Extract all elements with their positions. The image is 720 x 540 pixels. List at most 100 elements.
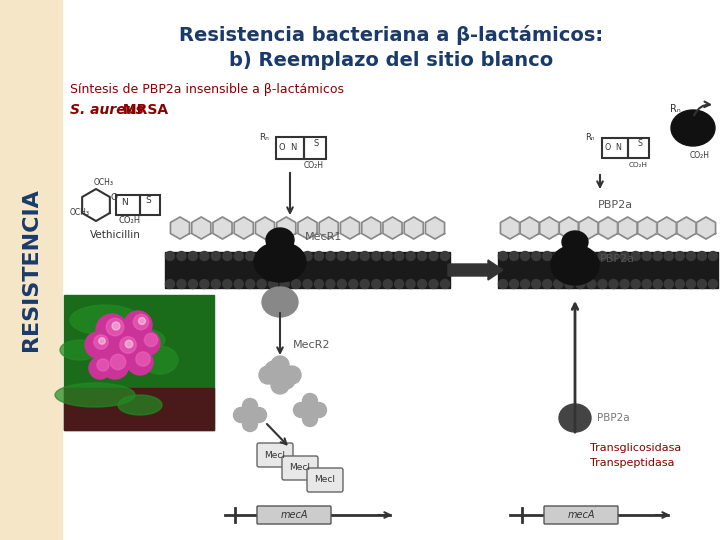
Circle shape [642,280,651,288]
Polygon shape [677,217,696,239]
Text: O: O [279,143,285,152]
Circle shape [89,357,111,379]
Circle shape [243,399,258,414]
Text: OCH₃: OCH₃ [70,208,90,217]
Text: S: S [313,139,319,148]
Circle shape [372,252,381,260]
Ellipse shape [551,245,599,285]
Circle shape [234,252,243,260]
Text: MecI: MecI [264,450,286,460]
Circle shape [521,252,530,260]
Polygon shape [520,217,539,239]
Circle shape [620,280,629,288]
Text: Rₙ: Rₙ [259,133,269,142]
Circle shape [97,359,109,371]
Circle shape [133,314,149,330]
Circle shape [675,280,684,288]
Circle shape [609,252,618,260]
Text: mecA: mecA [567,510,595,520]
Bar [0,0,62,540]
Polygon shape [500,217,520,239]
FancyArrow shape [448,260,503,280]
Circle shape [189,252,197,260]
Circle shape [166,252,174,260]
Circle shape [222,280,232,288]
Circle shape [543,280,552,288]
Polygon shape [234,217,253,239]
Circle shape [259,366,277,384]
Circle shape [294,402,308,417]
Polygon shape [383,217,402,239]
Text: N: N [121,198,127,207]
Circle shape [271,376,289,394]
Circle shape [110,354,126,370]
Polygon shape [638,217,657,239]
Text: Transpeptidasa: Transpeptidasa [590,458,675,468]
Polygon shape [319,217,338,239]
Circle shape [246,280,255,288]
Circle shape [418,280,426,288]
Circle shape [395,252,404,260]
Circle shape [222,252,232,260]
FancyBboxPatch shape [257,506,331,524]
Bar [140,195,160,215]
Circle shape [338,252,346,260]
Circle shape [395,280,404,288]
Bar [64,388,214,430]
Text: O: O [604,143,611,152]
Polygon shape [540,217,559,239]
Circle shape [554,280,563,288]
Circle shape [642,252,651,260]
Circle shape [620,252,629,260]
Circle shape [686,280,696,288]
Circle shape [233,408,248,422]
Circle shape [510,252,518,260]
Circle shape [120,337,136,353]
Circle shape [406,280,415,288]
Circle shape [543,252,552,260]
Text: Rₙ: Rₙ [670,104,680,114]
Circle shape [124,311,152,339]
Circle shape [348,280,358,288]
Circle shape [265,361,283,379]
Polygon shape [426,217,444,239]
Bar [64,295,214,430]
Text: PBP2a: PBP2a [598,200,633,210]
Circle shape [257,280,266,288]
Circle shape [686,252,696,260]
Text: CO₂H: CO₂H [304,161,324,170]
FancyBboxPatch shape [307,468,343,492]
Circle shape [498,252,508,260]
Text: b) Reemplazo del sitio blanco: b) Reemplazo del sitio blanco [229,51,553,70]
Bar [498,252,718,288]
Circle shape [303,280,312,288]
Circle shape [312,402,326,417]
Circle shape [303,252,312,260]
Circle shape [429,252,438,260]
Circle shape [112,322,120,330]
Circle shape [587,252,596,260]
Ellipse shape [142,346,178,374]
Circle shape [372,280,381,288]
Circle shape [246,252,255,260]
Polygon shape [213,217,232,239]
Polygon shape [171,217,189,239]
Circle shape [383,252,392,260]
Polygon shape [579,217,598,239]
Circle shape [85,332,111,358]
Text: OCH₃: OCH₃ [94,178,114,187]
Text: Resistencia bacteriana a β-lactámicos:: Resistencia bacteriana a β-lactámicos: [179,25,603,45]
Text: MecI: MecI [315,476,336,484]
Circle shape [101,351,129,379]
Circle shape [251,408,266,422]
Text: Vethicillin: Vethicillin [89,230,140,240]
Circle shape [99,338,105,345]
Polygon shape [618,217,637,239]
Circle shape [302,402,318,417]
Circle shape [406,252,415,260]
Circle shape [302,411,318,427]
Circle shape [292,252,300,260]
Polygon shape [341,217,359,239]
Text: Rₙ: Rₙ [585,133,595,143]
Polygon shape [598,217,618,239]
